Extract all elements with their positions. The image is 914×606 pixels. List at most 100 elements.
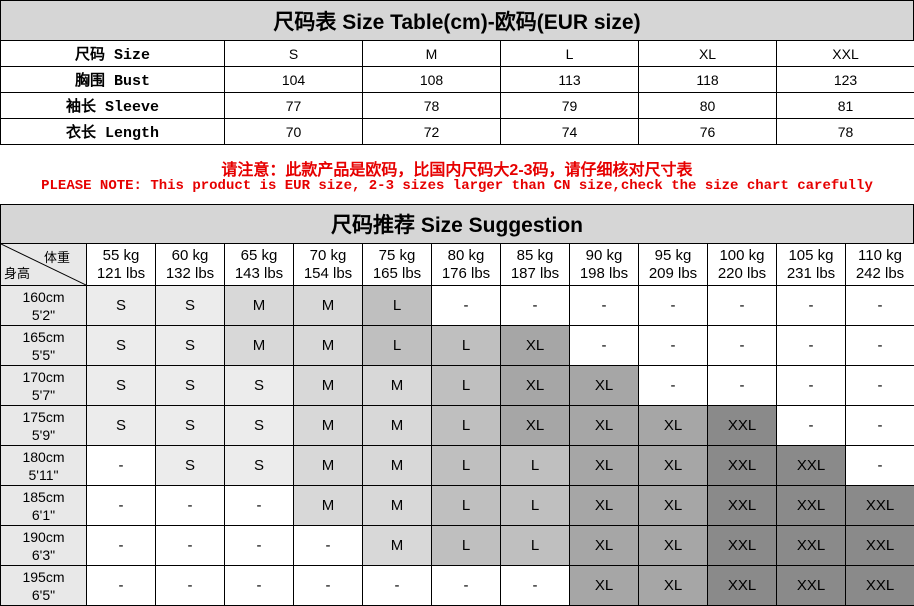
suggestion-cell: L (431, 365, 501, 406)
suggestion-cell: XXL (707, 445, 777, 486)
suggestion-cell: - (845, 405, 914, 446)
height-cm: 190cm (22, 528, 65, 545)
suggestion-cell: XL (569, 525, 639, 566)
suggestion-cell: L (431, 525, 501, 566)
suggestion-cell: S (224, 405, 294, 446)
weight-header: 65 kg 143 lbs (224, 243, 294, 286)
suggestion-cell: - (431, 565, 501, 606)
size-cell: 76 (638, 118, 777, 145)
height-ft: 5'7" (31, 386, 56, 403)
size-table-title: 尺码表 Size Table(cm)-欧码(EUR size) (0, 0, 914, 41)
suggestion-cell: XXL (776, 445, 846, 486)
suggestion-cell: M (293, 445, 363, 486)
height-header: 195cm 6'5" (0, 565, 87, 606)
suggestion-cell: - (224, 485, 294, 526)
suggestion-cell: - (569, 325, 639, 366)
suggestion-cell: S (224, 445, 294, 486)
suggestion-cell: XXL (707, 405, 777, 446)
suggestion-cell: M (362, 445, 432, 486)
height-header: 160cm 5'2" (0, 285, 87, 326)
weight-lbs: 231 lbs (786, 264, 836, 282)
suggestion-cell: S (86, 405, 156, 446)
suggestion-cell: S (86, 325, 156, 366)
suggestion-cell: - (362, 565, 432, 606)
height-header: 165cm 5'5" (0, 325, 87, 366)
suggestion-cell: - (500, 565, 570, 606)
suggestion-cell: XL (638, 565, 708, 606)
suggestion-cell: - (155, 565, 225, 606)
weight-lbs: 242 lbs (855, 264, 905, 282)
size-cell: S (224, 40, 363, 67)
suggestion-cell: XL (500, 365, 570, 406)
suggestion-cell: XXL (707, 525, 777, 566)
suggestion-cell: XL (638, 485, 708, 526)
suggestion-cell: XL (569, 445, 639, 486)
weight-header: 85 kg 187 lbs (500, 243, 570, 286)
size-cell: 78 (776, 118, 914, 145)
suggestion-cell: L (431, 405, 501, 446)
suggestion-cell: S (155, 325, 225, 366)
corner-diagonal (1, 244, 86, 285)
weight-kg: 75 kg (378, 246, 416, 264)
suggestion-cell: S (86, 285, 156, 326)
suggestion-cell: XL (638, 525, 708, 566)
suggestion-cell: XXL (776, 525, 846, 566)
suggestion-cell: XXL (776, 485, 846, 526)
weight-kg: 105 kg (788, 246, 834, 264)
weight-header: 75 kg 165 lbs (362, 243, 432, 286)
weight-lbs: 121 lbs (96, 264, 146, 282)
suggestion-cell: - (776, 325, 846, 366)
suggestion-cell: M (293, 285, 363, 326)
note-en: PLEASE NOTE: This product is EUR size, 2… (41, 178, 873, 194)
size-cell: 70 (224, 118, 363, 145)
row-label: 胸围 Bust (0, 66, 225, 93)
suggestion-cell: - (431, 285, 501, 326)
suggestion-cell: - (293, 565, 363, 606)
suggestion-cell: M (293, 365, 363, 406)
suggestion-cell: - (224, 565, 294, 606)
weight-header: 110 kg 242 lbs (845, 243, 914, 286)
row-label: 袖长 Sleeve (0, 92, 225, 119)
height-ft: 5'2" (31, 306, 56, 323)
suggestion-cell: XL (569, 565, 639, 606)
weight-lbs: 132 lbs (165, 264, 215, 282)
height-header: 190cm 6'3" (0, 525, 87, 566)
suggestion-cell: M (362, 405, 432, 446)
suggestion-cell: M (293, 485, 363, 526)
suggestion-cell: S (155, 365, 225, 406)
weight-kg: 80 kg (447, 246, 485, 264)
weight-lbs: 143 lbs (234, 264, 284, 282)
height-cm: 185cm (22, 488, 65, 505)
height-cm: 180cm (22, 448, 65, 465)
suggestion-cell: - (845, 325, 914, 366)
suggestion-cell: M (293, 325, 363, 366)
corner-cell: 体重 身高 (0, 243, 87, 286)
suggestion-cell: - (638, 365, 708, 406)
suggestion-cell: XXL (707, 565, 777, 606)
suggestion-cell: - (500, 285, 570, 326)
weight-kg: 65 kg (240, 246, 278, 264)
suggestion-cell: L (500, 445, 570, 486)
suggestion-cell: M (362, 365, 432, 406)
suggestion-cell: S (86, 365, 156, 406)
suggestion-cell: - (86, 525, 156, 566)
suggestion-cell: - (845, 365, 914, 406)
suggestion-cell: S (155, 405, 225, 446)
suggestion-cell: L (431, 325, 501, 366)
suggestion-cell: L (362, 325, 432, 366)
suggestion-cell: M (362, 525, 432, 566)
weight-kg: 85 kg (516, 246, 554, 264)
suggestion-cell: XL (569, 405, 639, 446)
height-header: 170cm 5'7" (0, 365, 87, 406)
suggestion-cell: - (569, 285, 639, 326)
suggestion-cell: - (776, 365, 846, 406)
size-cell: 74 (500, 118, 639, 145)
weight-kg: 110 kg (858, 246, 902, 264)
weight-kg: 90 kg (585, 246, 623, 264)
suggestion-cell: - (86, 485, 156, 526)
suggestion-cell: M (293, 405, 363, 446)
suggestion-cell: - (86, 445, 156, 486)
note-zh: 请注意：此款产品是欧码，比国内尺码大2-3码，请仔细核对尺寸表 (221, 162, 693, 179)
size-cell: 104 (224, 66, 363, 93)
